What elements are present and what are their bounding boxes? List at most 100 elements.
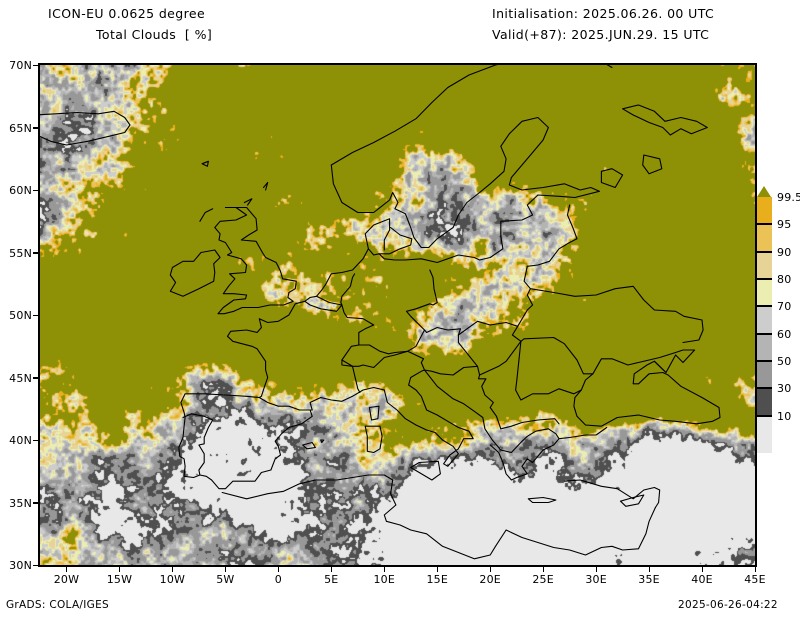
x-axis-tick-40E: 40E (691, 573, 713, 586)
y-axis-tick-30N: 30N (9, 559, 32, 572)
x-axis-tickmark (648, 567, 651, 572)
x-axis-tickmark (542, 567, 545, 572)
colorbar-label-90: 90 (777, 245, 792, 259)
y-axis-tick-40N: 40N (9, 434, 32, 447)
coastline-path-29 (600, 168, 624, 189)
colorbar-label-80: 80 (777, 273, 792, 286)
cloud-cover-raster (40, 65, 755, 565)
y-axis-tickmark (33, 64, 39, 66)
colorbar-label-50: 50 (777, 355, 792, 368)
grads-credit: GrADS: COLA/IGES (6, 599, 110, 611)
x-axis-tickmark (489, 567, 492, 572)
coastline-path-36 (479, 325, 522, 376)
colorbar-separator (757, 250, 772, 253)
x-axis-tickmark (595, 567, 598, 572)
colorbar-separator (757, 387, 772, 390)
x-axis-tickmark (436, 567, 439, 572)
x-axis-tickmark (118, 567, 121, 572)
coastline-path-19 (563, 479, 661, 509)
coastline-path-20 (221, 474, 656, 560)
x-axis-tick-10E: 10E (373, 573, 396, 586)
coastline-path-7 (309, 369, 474, 467)
y-axis-tick-50N: 50N (9, 309, 32, 322)
coastline-path-3 (364, 190, 600, 264)
colorbar-label-10: 10 (777, 409, 792, 423)
coastline-path-0 (40, 110, 131, 146)
y-axis-tickmark (33, 377, 39, 379)
colorbar-band-3 (757, 279, 772, 307)
y-axis-tick-70N: 70N (9, 59, 32, 72)
x-axis-tick-5W: 5W (216, 573, 235, 586)
coastline-path-1 (330, 65, 613, 166)
y-axis-tickmark (33, 564, 39, 566)
x-axis-tickmark (754, 567, 756, 572)
colorbar-band-5 (757, 333, 772, 362)
colorbar-band-2 (757, 251, 772, 280)
render-timestamp: 2025-06-26-04:22 (678, 599, 778, 611)
colorbar-separator (757, 332, 772, 335)
colorbar-separator (757, 360, 772, 362)
coastline-path-6 (178, 393, 313, 490)
coastline-path-26 (262, 181, 269, 191)
colorbar-band-6 (757, 361, 772, 389)
x-axis-tickmark (277, 567, 280, 572)
x-axis-tick-15E: 15E (426, 573, 448, 586)
y-axis-tick-55N: 55N (9, 246, 32, 260)
colorbar-band-8 (757, 415, 772, 444)
colorbar-separator (757, 414, 772, 417)
coastline-path-15 (573, 349, 721, 427)
y-axis-tickmark (33, 127, 39, 129)
y-axis-tickmark (33, 502, 39, 504)
colorbar-separator (757, 305, 772, 308)
y-axis-tick-45N: 45N (9, 371, 32, 385)
y-axis-tick-35N: 35N (9, 496, 32, 510)
coastline-path-33 (429, 269, 438, 304)
colorbar-gradient (757, 197, 772, 453)
x-axis-tickmark (383, 567, 386, 572)
map-plot-area[interactable] (38, 63, 757, 567)
valid-time-label: Valid(+87): 2025.JUN.29. 15 UTC (492, 27, 710, 42)
y-axis-tick-60N: 60N (9, 184, 32, 197)
colorbar-label-70: 70 (777, 300, 792, 314)
coastline-path-31 (405, 301, 462, 336)
coastline-path-48 (315, 295, 343, 306)
coastline-path-35 (457, 334, 502, 430)
coastline-path-25 (243, 198, 253, 206)
y-axis-tickmark (33, 439, 39, 441)
colorbar-label-99.5: 99.5 (777, 191, 800, 204)
coastline-path-22 (214, 206, 297, 315)
coastline-path-49 (304, 300, 343, 312)
colorbar-band-4 (757, 306, 772, 335)
x-axis-tickmark (701, 567, 704, 572)
coastline-path-11 (302, 441, 316, 450)
y-axis-tickmark (33, 189, 39, 191)
coastline-path-40 (340, 273, 426, 355)
colorbar-label-60: 60 (777, 327, 792, 341)
coastline-path-39 (500, 418, 560, 430)
coastline-path-28 (622, 104, 708, 136)
x-axis-tickmark (65, 567, 68, 572)
colorbar-band-0 (757, 197, 772, 225)
colorbar-separator (757, 223, 772, 226)
x-axis-tick-5E: 5E (324, 573, 339, 586)
coastline-path-12 (320, 439, 325, 444)
model-title: ICON-EU 0.0625 degree (48, 6, 206, 21)
coastline-path-16 (653, 360, 667, 374)
coastline-path-10 (368, 405, 380, 421)
coastline-path-44 (351, 365, 361, 394)
coastline-path-47 (423, 365, 479, 376)
x-axis-tick-20W: 20W (53, 573, 80, 586)
coastline-path-14 (527, 496, 557, 504)
coastline-path-4 (378, 226, 413, 255)
colorbar-band-1 (757, 224, 772, 253)
y-axis-tickmark (33, 314, 39, 316)
coastline-path-18 (558, 426, 608, 440)
coastline-path-30 (642, 154, 663, 175)
x-axis-tickmark (224, 567, 227, 572)
coastline-path-5 (226, 248, 369, 399)
coastline-path-45 (182, 413, 214, 476)
x-axis-tick-20E: 20E (479, 573, 501, 586)
x-axis-tick-0: 0 (274, 573, 282, 586)
y-axis-tick-65N: 65N (9, 121, 32, 135)
coastline-path-32 (457, 204, 578, 336)
